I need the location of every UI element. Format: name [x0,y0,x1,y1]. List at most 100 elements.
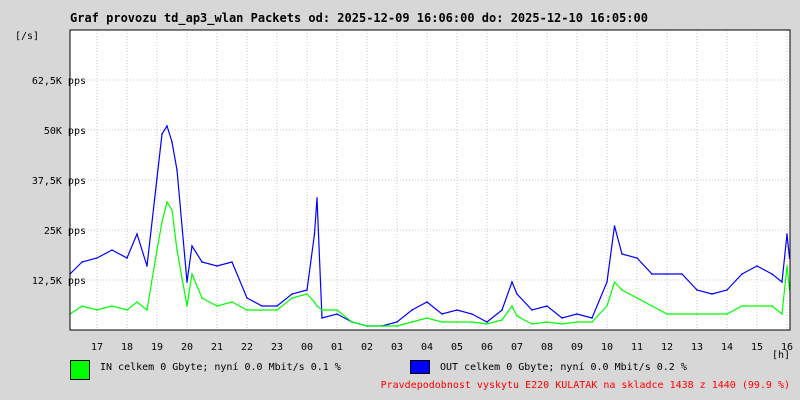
data-point-out [471,313,473,315]
data-point-in [456,321,458,323]
data-point-in [176,249,178,251]
data-point-in [441,321,443,323]
data-point-in [726,313,728,315]
data-point-in [486,323,488,325]
data-point-out [126,257,128,259]
data-point-in [471,321,473,323]
data-point-out [741,273,743,275]
y-tick-label: 62,5K pps [32,76,86,87]
x-tick-label: 13 [691,342,703,353]
x-tick-label: 14 [721,342,733,353]
x-tick-label: 16 [781,342,793,353]
data-point-out [576,313,578,315]
data-point-out [591,317,593,319]
data-point-in [651,305,653,307]
x-tick-label: 00 [301,342,313,353]
data-point-in [613,281,616,283]
data-point-in [191,273,193,275]
data-point-out [456,309,458,311]
x-tick-label: 01 [331,342,343,353]
x-tick-label: 05 [451,342,463,353]
data-point-in [316,305,318,307]
legend-out-swatch [410,360,430,374]
data-point-in [156,249,158,251]
x-axis-tick-labels: 17 18 19 20 21 22 23 00 01 02 03 04 05 06 07 08 09 10 11 12… [91,342,793,353]
data-point-out [156,177,158,179]
data-point-out [786,233,788,235]
data-point-in [696,313,698,315]
data-point-out [666,273,668,275]
data-point-in [246,309,248,311]
data-point-in [531,323,533,325]
data-point-in [276,309,278,311]
data-point-out [636,257,638,259]
data-point-in [396,325,398,327]
series-line-in [69,200,791,327]
data-point-in [351,321,353,323]
data-point-out [261,305,263,307]
x-tick-label: 22 [241,342,253,353]
x-tick-label: 03 [391,342,403,353]
plot-border [69,29,791,331]
chart-title: Graf provozu td_ap3_wlan Packets od: 202… [70,11,648,25]
series-line-out [69,124,791,327]
x-tick-label: 15 [751,342,763,353]
data-point-out [516,293,518,295]
data-point-out [411,309,413,311]
data-point-out [306,289,308,291]
data-point-out [136,233,138,235]
data-point-in [501,319,503,321]
data-point-out [681,273,683,275]
data-point-out [171,141,173,143]
data-point-in [621,289,623,291]
data-point-in [201,297,203,299]
data-point-in [321,309,323,311]
data-point-out [246,297,248,299]
y-axis-unit: [/s] [15,31,40,42]
data-point-out [531,309,533,311]
data-point-in [146,309,148,311]
data-point-in [741,305,743,307]
x-tick-label: 12 [661,342,673,353]
data-point-out [186,281,188,283]
data-point-in [546,321,548,323]
data-point-in [756,305,758,307]
y-tick-label: 50K pps [44,126,86,137]
data-point-in [786,265,788,267]
data-point-in [306,293,308,295]
data-point-in [561,323,563,325]
data-point-out [726,289,728,291]
data-point-out [291,293,293,295]
x-tick-label: 04 [421,342,433,353]
data-point-out [696,289,698,291]
x-tick-label: 19 [151,342,163,353]
data-point-out [486,321,488,323]
x-tick-label: 09 [571,342,583,353]
data-point-out [771,273,773,275]
data-point-in [186,305,188,307]
data-point-in [313,301,316,303]
x-tick-label: 02 [361,342,373,353]
data-point-in [666,313,668,315]
data-point-in [711,313,713,315]
data-point-in [161,221,163,223]
data-point-in [771,305,773,307]
data-point-in [81,305,83,307]
data-point-in [261,309,263,311]
grid-lines [70,30,790,330]
data-point-out [313,233,316,235]
data-point-out [111,249,113,251]
data-point-in [576,321,578,323]
data-point-in [636,297,638,299]
data-point-out [176,169,178,171]
data-point-out [161,133,163,135]
data-point-in [231,301,233,303]
y-tick-label: 37,5K pps [32,176,86,187]
data-point-in [126,309,128,311]
data-point-out [613,225,616,227]
x-axis-unit: [h] [772,350,791,361]
data-point-out [321,317,323,319]
data-point-in [171,209,173,211]
data-point-out [511,281,513,283]
